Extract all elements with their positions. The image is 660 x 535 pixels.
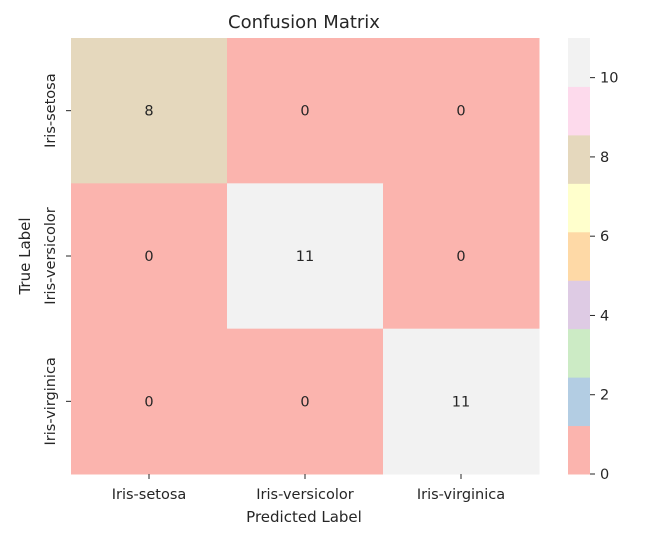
colorbar-tick-label: 0 bbox=[600, 467, 609, 483]
cell-value-label: 11 bbox=[452, 394, 470, 410]
colorbar-tick-label: 2 bbox=[600, 388, 609, 404]
cell-value-label: 0 bbox=[456, 249, 465, 265]
cell-value-label: 8 bbox=[144, 104, 153, 120]
heatmap-cell-r0-c1 bbox=[227, 38, 384, 184]
cell-value-label: 0 bbox=[144, 394, 153, 410]
heatmap-cell-r1-c1 bbox=[227, 183, 384, 330]
colorbar-segment bbox=[568, 38, 590, 87]
colorbar-segment bbox=[568, 425, 590, 475]
heatmap-cell-r0-c2 bbox=[383, 38, 540, 184]
heatmap-cell-r2-c0 bbox=[71, 328, 228, 475]
cell-value-label: 0 bbox=[144, 249, 153, 265]
heatmap-cells: 8 0 0 0 11 0 0 0 11 bbox=[71, 38, 540, 475]
heatmap-cell-r2-c1 bbox=[227, 328, 384, 475]
colorbar-tick-label: 10 bbox=[600, 71, 618, 87]
heatmap-cell-r1-c2 bbox=[383, 183, 540, 330]
heatmap-cell-r0-c0 bbox=[71, 38, 228, 184]
cell-value-label: 11 bbox=[296, 249, 314, 265]
colorbar-segment bbox=[568, 231, 590, 281]
x-axis-label: Predicted Label bbox=[246, 508, 362, 526]
colorbar: 0 2 4 6 8 10 bbox=[568, 38, 618, 483]
y-axis-ticks: Iris-setosa Iris-versicolor Iris-virginica bbox=[43, 73, 71, 445]
heatmap-cell-r1-c0 bbox=[71, 183, 228, 330]
colorbar-segment bbox=[568, 86, 590, 136]
heatmap-cell-r2-c2 bbox=[383, 328, 540, 475]
colorbar-tick-label: 4 bbox=[600, 308, 609, 324]
x-tick-label: Iris-virginica bbox=[417, 487, 505, 503]
y-tick-label: Iris-virginica bbox=[43, 357, 59, 445]
x-tick-label: Iris-versicolor bbox=[256, 487, 353, 503]
y-axis-label: True Label bbox=[16, 217, 34, 295]
colorbar-segment bbox=[568, 134, 590, 184]
cell-value-label: 0 bbox=[300, 394, 309, 410]
x-tick-label: Iris-setosa bbox=[112, 487, 187, 503]
chart-title: Confusion Matrix bbox=[228, 12, 380, 33]
cell-value-label: 0 bbox=[300, 104, 309, 120]
cell-value-label: 0 bbox=[456, 104, 465, 120]
x-axis-ticks: Iris-setosa Iris-versicolor Iris-virginica bbox=[112, 474, 505, 503]
y-tick-label: Iris-setosa bbox=[43, 73, 59, 148]
colorbar-segment bbox=[568, 377, 590, 427]
colorbar-segment bbox=[568, 280, 590, 330]
colorbar-segment bbox=[568, 328, 590, 378]
y-tick-label: Iris-versicolor bbox=[43, 207, 59, 304]
colorbar-segment bbox=[568, 183, 590, 233]
colorbar-tick-label: 6 bbox=[600, 229, 609, 245]
colorbar-tick-label: 8 bbox=[600, 150, 609, 166]
